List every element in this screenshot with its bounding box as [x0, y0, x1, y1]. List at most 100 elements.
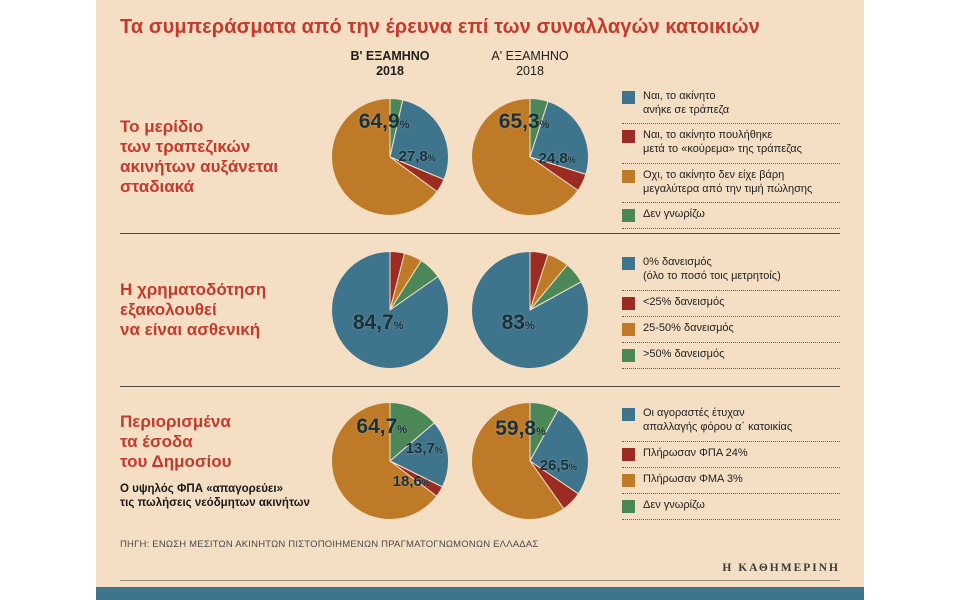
legend-label: Οχι, το ακίνητο δεν είχε βάρη μεγαλύτερα…: [643, 168, 813, 195]
pie-svg: [331, 98, 449, 216]
infographic-title: Τα συμπεράσματα από την έρευνα επί των σ…: [120, 16, 760, 38]
pie-column: 13,7% 18,6% 64,7%: [320, 402, 460, 520]
pie-slice-orange: [471, 402, 565, 520]
pie-value-label: 59,8%: [495, 417, 546, 441]
legend-label: Δεν γνωρίζω: [643, 498, 705, 511]
legend-label: Οι αγοραστές έτυχαν απαλλαγής φόρου α΄ κ…: [643, 407, 793, 433]
section-heading: Το μερίδιο των τραπεζικών ακινήτων αυξάν…: [120, 116, 279, 197]
pie-slice-orange: [331, 98, 438, 216]
section-heading-column: Περιορισμένα τα έσοδα του Δημοσίου Ο υψη…: [120, 412, 320, 511]
source-text: ΠΗΓΗ: ΕΝΩΣΗ ΜΕΣΙΤΩΝ ΑΚΙΝΗΤΩΝ ΠΙΣΤΟΠΟΙΗΜΕ…: [120, 539, 539, 550]
pie-chart-row1-b2018: 27,8% 64,9%: [331, 98, 449, 216]
legend-swatch-red: [622, 130, 635, 144]
legend-item: Δεν γνωρίζω: [622, 494, 840, 520]
pie-svg: [471, 98, 589, 216]
pie-value-label: 24,8%: [538, 150, 576, 168]
legend-item: Ναι, το ακίνητο ανήκε σε τράπεζα: [622, 85, 840, 125]
pie-value-label: 64,9%: [358, 109, 410, 133]
pie-column: 27,8% 64,9%: [320, 98, 460, 216]
newspaper-logo: Η ΚΑΘΗΜΕΡΙΝΗ: [722, 562, 840, 574]
column-header-line2: 2018: [516, 64, 544, 78]
brand-row: Η ΚΑΘΗΜΕΡΙΝΗ: [120, 556, 840, 581]
legend-label: >50% δανεισμός: [643, 347, 725, 360]
column-header-line1: Α' ΕΞΑΜΗΝΟ: [491, 49, 569, 63]
section-public-revenue: Περιορισμένα τα έσοδα του Δημοσίου Ο υψη…: [120, 386, 840, 535]
legend-item: Δεν γνωρίζω: [622, 203, 840, 230]
pie-column: 24,8% 65,3%: [460, 98, 600, 216]
legend-label: Πλήρωσαν ΦΜΑ 3%: [643, 472, 743, 485]
section-financing: Η χρηματοδότηση εξακολουθεί να είναι ασθ…: [120, 233, 840, 386]
pie-chart-row2-b2018: 84,7%: [331, 251, 449, 369]
column-headers: Β' ΕΞΑΜΗΝΟ 2018 Α' ΕΞΑΜΗΝΟ 2018: [120, 49, 840, 79]
footer: ΠΗΓΗ: ΕΝΩΣΗ ΜΕΣΙΤΩΝ ΑΚΙΝΗΤΩΝ ΠΙΣΤΟΠΟΙΗΜΕ…: [96, 539, 864, 600]
pie-value-label: 84,7%: [352, 310, 404, 334]
pie-svg: [331, 251, 449, 369]
legend-swatch-teal: [622, 90, 635, 104]
legend-swatch-green: [622, 499, 635, 513]
legend-swatch-teal: [622, 257, 635, 271]
legend-row2: 0% δανεισμός (όλο το ποσό τοις μετρητοίς…: [600, 251, 840, 369]
header-spacer: [600, 49, 840, 79]
section-subtitle: Ο υψηλός ΦΠΑ «απαγορεύει» τις πωλήσεις ν…: [120, 482, 310, 510]
pie-chart-row3-a2018: 26,5% 59,8%: [471, 402, 589, 520]
pie-chart-row3-b2018: 13,7% 18,6% 64,7%: [331, 402, 449, 520]
legend-swatch-green: [622, 209, 635, 223]
legend-label: Δεν γνωρίζω: [643, 208, 705, 221]
pie-value-label: 83%: [501, 310, 535, 334]
legend-label: 0% δανεισμός (όλο το ποσό τοις μετρητοίς…: [643, 256, 781, 282]
bottom-accent-bar: [96, 587, 864, 600]
legend-row3: Οι αγοραστές έτυχαν απαλλαγής φόρου α΄ κ…: [600, 402, 840, 520]
pie-slice-teal: [471, 251, 589, 369]
legend-item: Οι αγοραστές έτυχαν απαλλαγής φόρου α΄ κ…: [622, 402, 840, 442]
column-header-a-exam-2018: Α' ΕΞΑΜΗΝΟ 2018: [460, 49, 600, 79]
column-header-line2: 2018: [376, 64, 404, 78]
column-header-line1: Β' ΕΞΑΜΗΝΟ: [350, 49, 430, 63]
pie-chart-row1-a2018: 24,8% 65,3%: [471, 98, 589, 216]
pie-svg: [471, 402, 589, 520]
section-heading: Η χρηματοδότηση εξακολουθεί να είναι ασθ…: [120, 279, 267, 340]
pie-chart-row2-a2018: 83%: [471, 251, 589, 369]
pie-value-label: 64,7%: [356, 414, 408, 438]
legend-swatch-orange: [622, 322, 635, 336]
pie-value-label: 27,8%: [398, 148, 436, 165]
legend-label: <25% δανεισμός: [643, 295, 725, 308]
legend-item: 0% δανεισμός (όλο το ποσό τοις μετρητοίς…: [622, 251, 840, 291]
pie-value-label: 13,7%: [405, 440, 443, 458]
legend-item: >50% δανεισμός: [622, 343, 840, 369]
pie-slice-teal: [529, 100, 589, 176]
legend-label: Ναι, το ακίνητο ανήκε σε τράπεζα: [643, 89, 730, 116]
pie-slice-teal: [331, 251, 449, 369]
pie-slice-orange: [331, 402, 438, 520]
legend-label: Ναι, το ακίνητο πουλήθηκε μετά το «κούρε…: [643, 129, 802, 155]
column-header-b-exam-2018: Β' ΕΞΑΜΗΝΟ 2018: [320, 49, 460, 79]
pie-svg: [331, 402, 449, 520]
pie-column: 83%: [460, 251, 600, 369]
legend-item: <25% δανεισμός: [622, 291, 840, 317]
legend-label: Πλήρωσαν ΦΠΑ 24%: [643, 446, 748, 459]
legend-item: Οχι, το ακίνητο δεν είχε βάρη μεγαλύτερα…: [622, 164, 840, 204]
legend-label: 25-50% δανεισμός: [643, 321, 734, 334]
legend-swatch-teal: [622, 408, 635, 422]
infographic-panel: Τα συμπεράσματα από την έρευνα επί των σ…: [96, 0, 864, 600]
pie-slice-teal: [389, 99, 449, 181]
pie-value-label: 65,3%: [498, 109, 550, 133]
section-heading-column: Το μερίδιο των τραπεζικών ακινήτων αυξάν…: [120, 117, 320, 197]
legend-item: 25-50% δανεισμός: [622, 317, 840, 343]
pie-column: 26,5% 59,8%: [460, 402, 600, 520]
legend-swatch-orange: [622, 473, 635, 487]
header-spacer: [120, 49, 320, 79]
legend-item: Πλήρωσαν ΦΠΑ 24%: [622, 442, 840, 468]
pie-value-label: 18,6%: [392, 473, 430, 491]
pie-slice-teal: [389, 422, 449, 488]
legend-item: Ναι, το ακίνητο πουλήθηκε μετά το «κούρε…: [622, 124, 840, 164]
legend-swatch-orange: [622, 169, 635, 183]
section-heading: Περιορισμένα τα έσοδα του Δημοσίου: [120, 411, 232, 471]
legend-swatch-green: [622, 348, 635, 362]
legend-item: Πλήρωσαν ΦΜΑ 3%: [622, 468, 840, 494]
pie-column: 84,7%: [320, 251, 460, 369]
section-heading-column: Η χρηματοδότηση εξακολουθεί να είναι ασθ…: [120, 280, 320, 340]
pie-svg: [471, 251, 589, 369]
section-bank-properties: Το μερίδιο των τραπεζικών ακινήτων αυξάν…: [120, 81, 840, 233]
pie-slice-teal: [529, 409, 589, 495]
legend-swatch-red: [622, 296, 635, 310]
